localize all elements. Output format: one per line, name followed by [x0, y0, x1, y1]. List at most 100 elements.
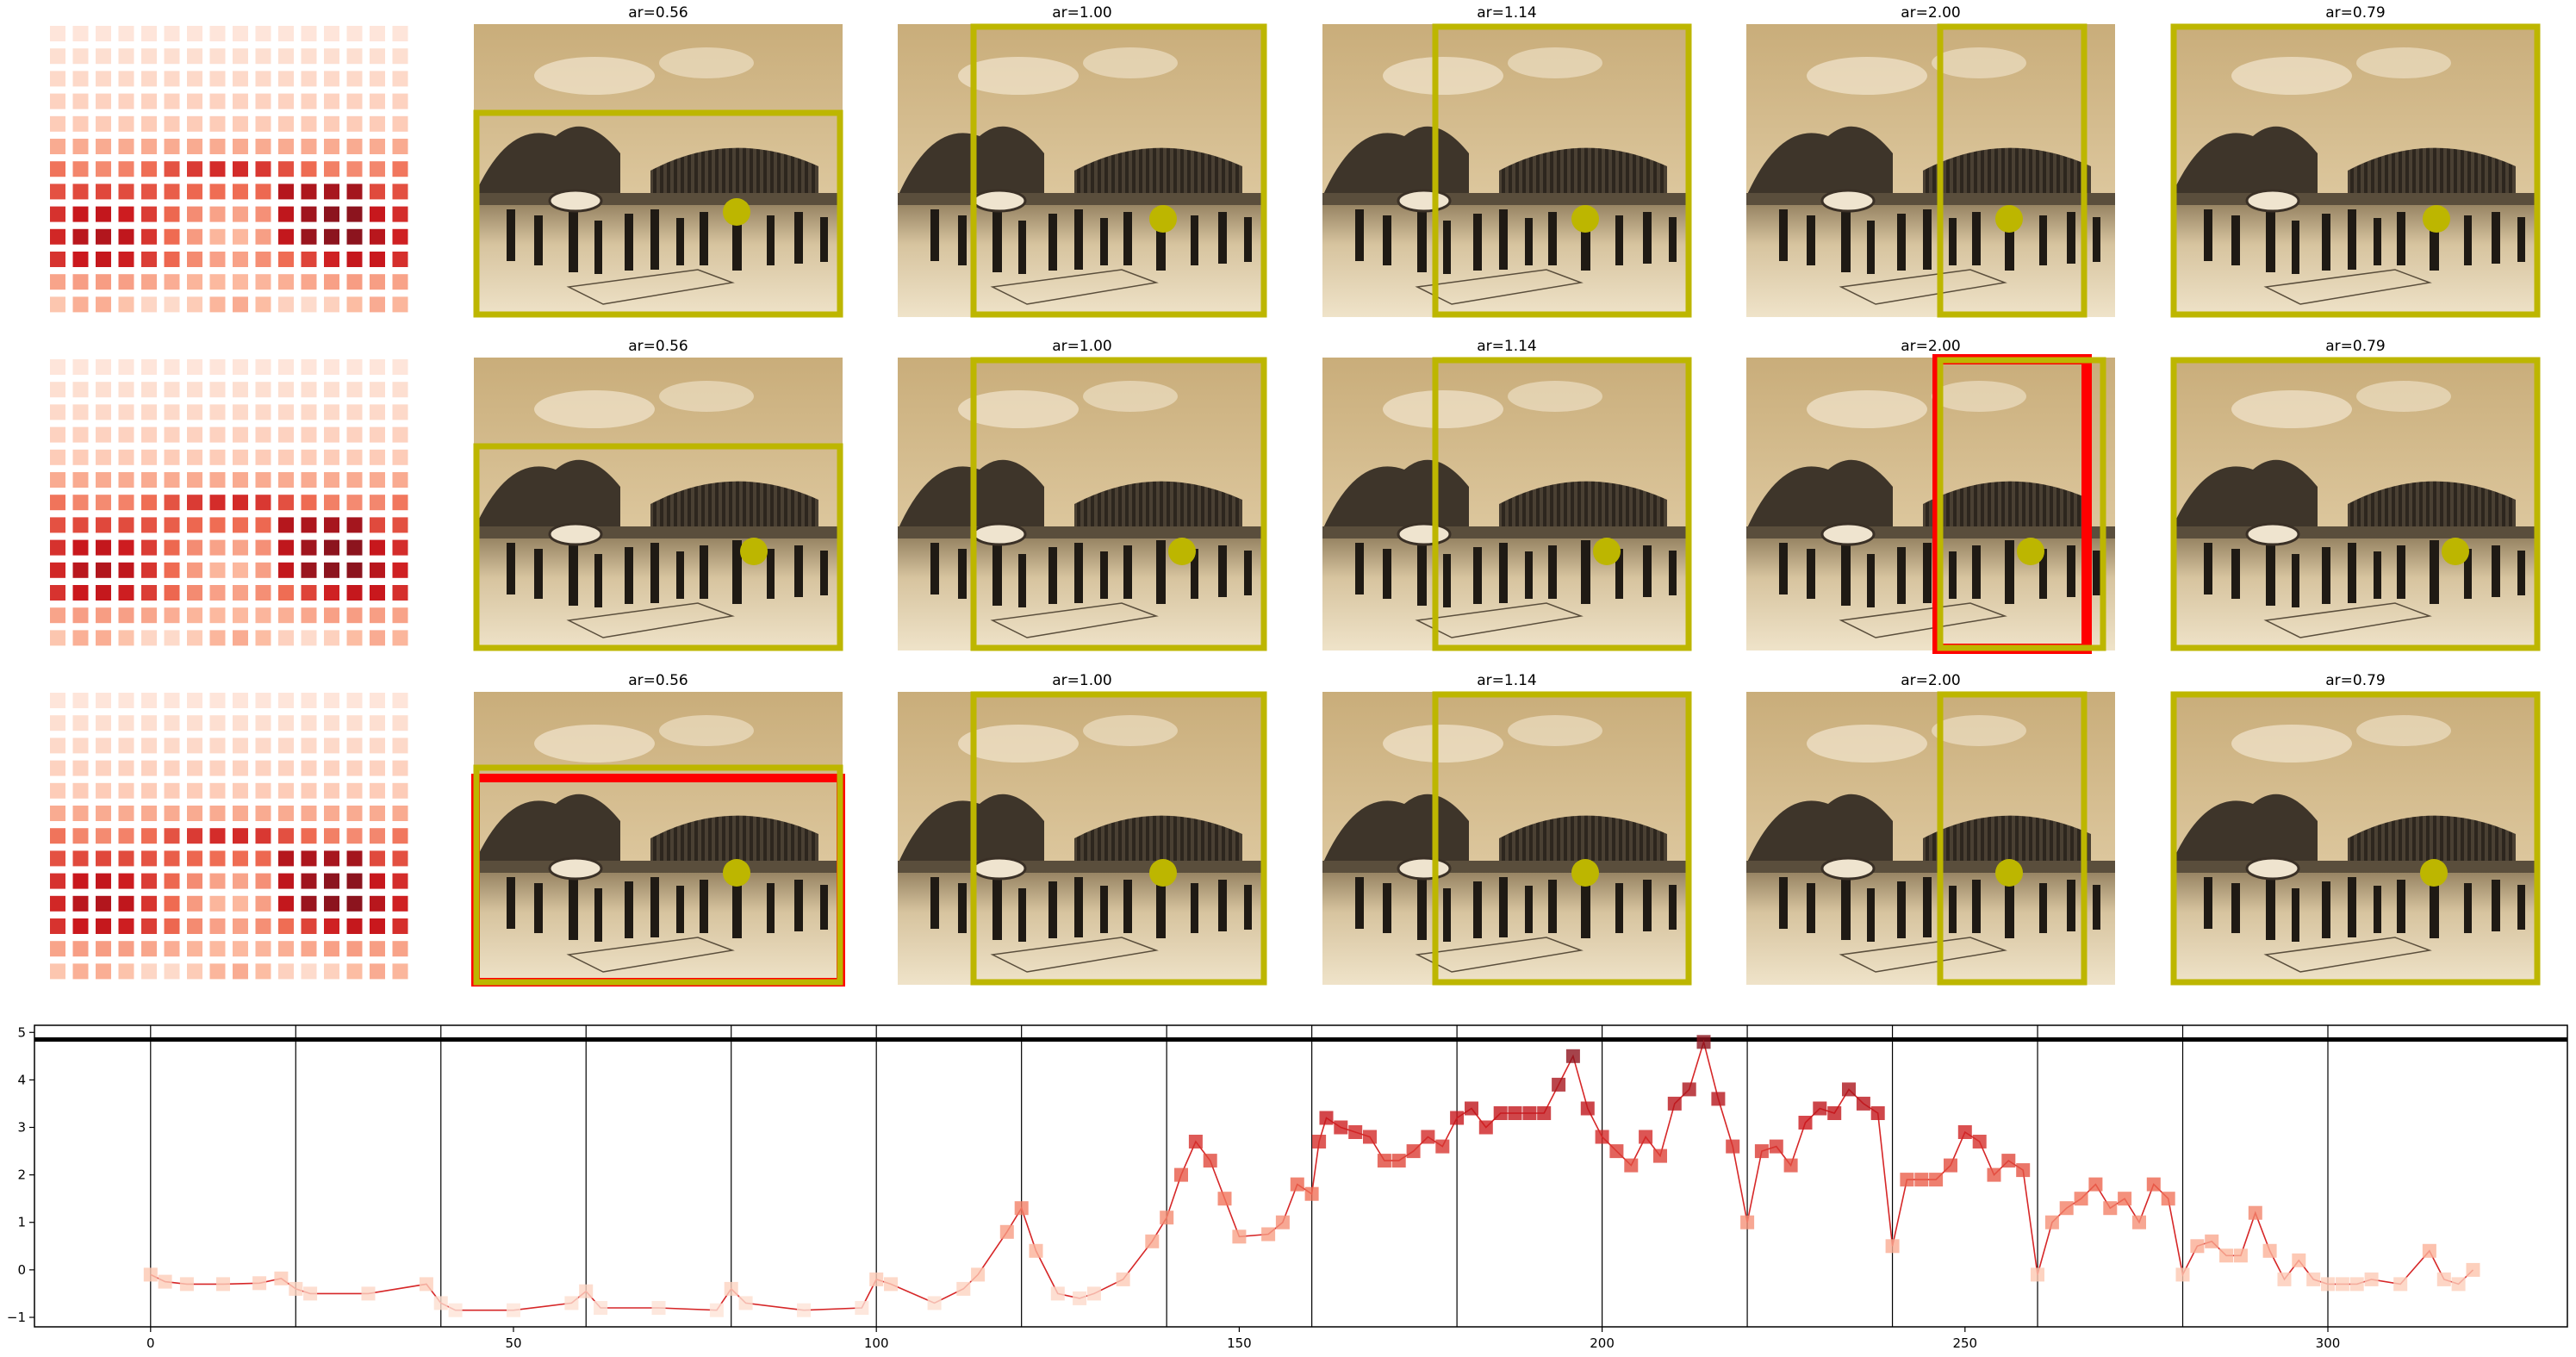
heatmap-cell: [255, 115, 271, 132]
target-marker: [740, 538, 768, 565]
score-point: [1086, 1286, 1101, 1301]
heatmap-cell: [301, 161, 317, 177]
heatmap-cell: [301, 873, 317, 889]
score-point: [361, 1286, 376, 1301]
heatmap-cell: [209, 206, 226, 222]
heatmap-cell: [72, 495, 89, 511]
heatmap-cell: [118, 93, 134, 109]
heatmap-cell: [278, 918, 294, 934]
heatmap-cell: [50, 517, 65, 533]
heatmap-cell: [392, 828, 408, 844]
score-point: [1116, 1272, 1130, 1286]
heatmap-cell: [141, 495, 157, 511]
score-point: [1232, 1229, 1247, 1244]
heatmap-cell: [255, 585, 271, 601]
heatmap-cell: [233, 738, 248, 754]
heatmap-cell: [96, 873, 111, 889]
heatmap-cell: [370, 359, 385, 375]
heatmap-cell: [324, 828, 339, 844]
score-point: [1348, 1125, 1363, 1139]
heatmap-cell: [209, 539, 226, 556]
heatmap-cell: [233, 48, 248, 65]
heatmap-cell: [370, 472, 385, 488]
heatmap-cell: [164, 296, 180, 313]
heatmap-cell: [346, 895, 363, 912]
heatmap-cell: [118, 449, 134, 465]
score-point: [2031, 1267, 2044, 1282]
heatmap-cell: [392, 449, 408, 465]
heatmap-cell: [278, 963, 294, 980]
heatmap-cell: [370, 715, 385, 731]
heatmap-cell: [324, 715, 339, 731]
heatmap-cell: [392, 161, 408, 177]
score-point: [2088, 1177, 2103, 1192]
heatmap-cell: [96, 850, 111, 867]
score-point: [927, 1296, 942, 1310]
heatmap-cell: [96, 252, 111, 267]
heatmap-cell: [301, 517, 317, 533]
heatmap-cell: [346, 941, 363, 957]
heatmap-cell: [141, 715, 157, 731]
heatmap-cell: [346, 274, 363, 290]
heatmap-cell: [233, 449, 248, 465]
heatmap-cell: [370, 828, 385, 844]
heatmap-cell: [118, 359, 134, 375]
score-point: [2364, 1272, 2379, 1286]
target-marker: [1995, 205, 2023, 233]
heatmap-cell: [301, 449, 317, 465]
heatmap-cell: [50, 806, 65, 821]
heatmap-cell: [50, 585, 65, 601]
heatmap-cell: [141, 449, 157, 465]
heatmap-cell: [141, 607, 157, 624]
panel-title: ar=2.00: [1901, 672, 1961, 689]
y-tick-label: 0: [17, 1262, 26, 1278]
heatmap-cell: [255, 48, 271, 65]
heatmap-cell: [278, 562, 294, 578]
heatmap-cell: [72, 93, 89, 109]
heatmap-cell: [233, 404, 248, 420]
heatmap-cell: [209, 274, 226, 290]
heatmap-cell: [50, 161, 65, 177]
heatmap-cell: [346, 782, 363, 799]
heatmap-cell: [50, 941, 65, 957]
crop-box: [473, 109, 843, 318]
heatmap-cell: [233, 828, 248, 844]
heatmap-cell: [301, 206, 317, 222]
score-point: [419, 1277, 433, 1292]
heatmap-cell: [72, 517, 89, 533]
heatmap-cell: [370, 449, 385, 465]
heatmap-cell: [324, 607, 339, 624]
score-point: [1050, 1286, 1065, 1301]
heatmap-cell: [164, 585, 180, 601]
heatmap-cell: [233, 252, 248, 267]
heatmap-cell: [187, 738, 202, 754]
score-point: [1217, 1192, 1232, 1206]
heatmap-cell: [72, 71, 89, 87]
heatmap-cell: [392, 26, 408, 41]
heatmap-cell: [370, 184, 385, 200]
heatmap-cell: [96, 895, 111, 912]
score-point: [2262, 1243, 2277, 1258]
heatmap-cell: [392, 693, 408, 708]
score-point: [1406, 1144, 1421, 1159]
heatmap-cell: [278, 228, 294, 245]
score-point: [1667, 1096, 1682, 1111]
heatmap-cell: [324, 495, 339, 511]
heatmap-cell: [118, 71, 134, 87]
heatmap-cell: [301, 228, 317, 245]
crop-panel: ar=0.56: [472, 4, 844, 319]
heatmap-cell: [278, 873, 294, 889]
heatmap-cell: [187, 252, 202, 267]
score-point: [1334, 1120, 1348, 1135]
heatmap-cell: [187, 562, 202, 578]
heatmap-cell: [255, 760, 271, 776]
heatmap-cell: [278, 382, 294, 398]
score-point: [1073, 1291, 1087, 1305]
heatmap-cell: [301, 539, 317, 556]
heatmap-cell: [301, 426, 317, 443]
heatmap-cell: [96, 228, 111, 245]
heatmap-cell: [164, 630, 180, 646]
panel-title: ar=2.00: [1901, 4, 1961, 22]
heatmap-cell: [50, 206, 65, 222]
heatmap-cell: [301, 359, 317, 375]
